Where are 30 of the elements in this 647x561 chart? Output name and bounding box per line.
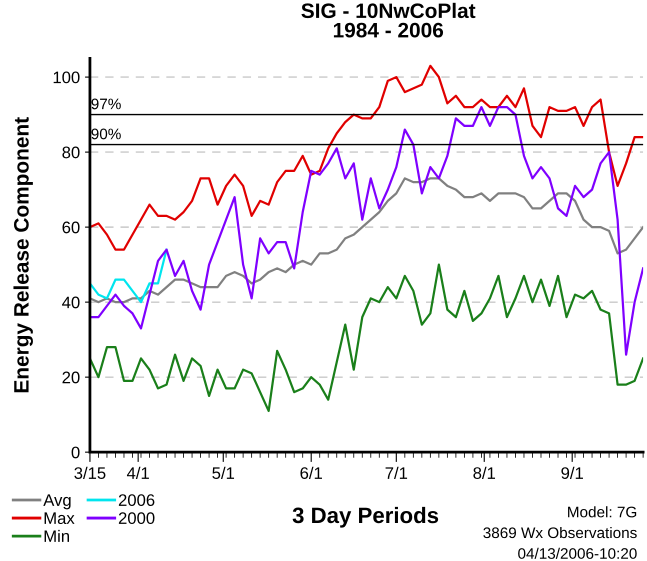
y-tick-label: 40 — [62, 296, 80, 308]
legend-label: Max — [44, 512, 75, 524]
y-tick-label: 80 — [62, 146, 80, 158]
annotation: 90% — [92, 128, 121, 140]
line-series — [90, 177, 644, 304]
x-axis-title: 3 Day Periods — [292, 506, 438, 528]
chart-title: SIG - 10NwCoPlat 1984 - 2006 — [301, 2, 476, 38]
text: Model: 7G — [568, 506, 636, 518]
y-tick-label: 60 — [62, 222, 80, 234]
x-tick-label: 4/1 — [126, 466, 149, 479]
y-tick-label: 100 — [54, 72, 80, 84]
text: 3869 Wx Observations — [483, 526, 637, 538]
line-series — [90, 64, 644, 251]
x-tick-label: 7/1 — [386, 466, 408, 479]
legend-label: 2006 — [118, 494, 154, 506]
annotation: 97% — [92, 98, 121, 110]
x-tick-label: 8/1 — [473, 466, 496, 479]
line-series — [90, 264, 644, 412]
legend-label: Min — [44, 530, 70, 542]
x-tick-label: 6/1 — [300, 466, 322, 479]
y-tick-label: 0 — [72, 446, 80, 458]
x-tick-label: 5/1 — [212, 466, 234, 479]
legend-label: Avg — [43, 494, 71, 510]
legend-label: 2000 — [118, 512, 154, 524]
x-tick-label: 3/15 — [74, 466, 106, 479]
y-tick-label: 20 — [62, 372, 80, 384]
x-tick-label: 9/1 — [561, 466, 583, 479]
line-series — [90, 248, 168, 304]
text: 04/13/2006-10:20 — [518, 548, 637, 559]
y-axis-title: Energy Release Component — [13, 117, 33, 392]
